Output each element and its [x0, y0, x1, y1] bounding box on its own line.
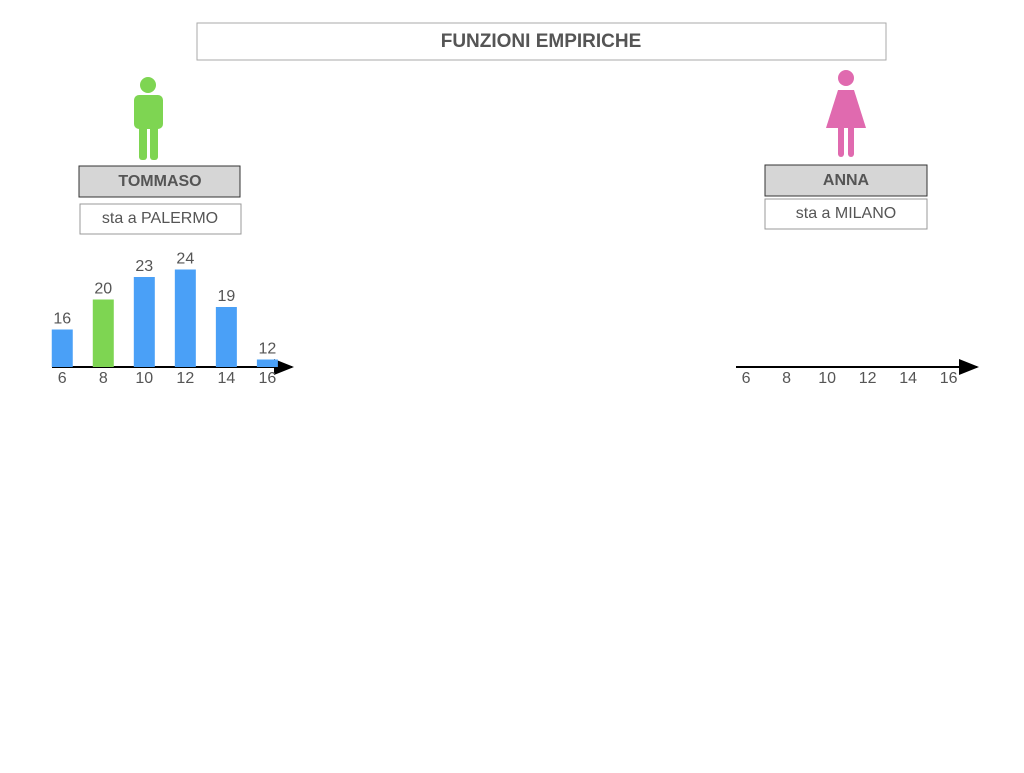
- x-tick-label: 8: [782, 370, 791, 387]
- x-tick-label: 6: [742, 370, 751, 387]
- person-name: ANNA: [823, 172, 870, 189]
- x-tick-label: 14: [217, 370, 235, 387]
- x-tick-label: 10: [818, 370, 836, 387]
- bar: [92, 299, 114, 367]
- bar: [215, 307, 237, 367]
- value-label: 12: [258, 341, 276, 358]
- name-box: [764, 164, 928, 197]
- value-label: 19: [217, 288, 235, 305]
- person-city: sta a PALERMO: [102, 210, 218, 227]
- value-label: 23: [135, 258, 153, 275]
- x-tick-label: 14: [899, 370, 917, 387]
- x-tick-label: 10: [135, 370, 153, 387]
- city-box: [764, 198, 928, 230]
- bar: [256, 359, 278, 367]
- bar: [51, 329, 73, 367]
- bar: [174, 269, 196, 367]
- x-tick-label: 8: [99, 370, 108, 387]
- x-tick-label: 12: [859, 370, 877, 387]
- city-box: [79, 203, 242, 235]
- value-label: 24: [176, 251, 194, 268]
- x-tick-label: 16: [258, 370, 276, 387]
- bar: [133, 277, 155, 367]
- value-label: 16: [53, 311, 71, 328]
- female-icon: [826, 70, 866, 157]
- person-city: sta a MILANO: [796, 205, 896, 222]
- person-name: TOMMASO: [118, 173, 201, 190]
- x-tick-label: 12: [176, 370, 194, 387]
- x-tick-label: 6: [58, 370, 67, 387]
- male-icon: [134, 77, 163, 160]
- name-box: [78, 165, 241, 198]
- title: FUNZIONI EMPIRICHE: [441, 31, 642, 52]
- value-label: 20: [94, 281, 112, 298]
- title-box: [196, 22, 887, 61]
- x-tick-label: 16: [940, 370, 958, 387]
